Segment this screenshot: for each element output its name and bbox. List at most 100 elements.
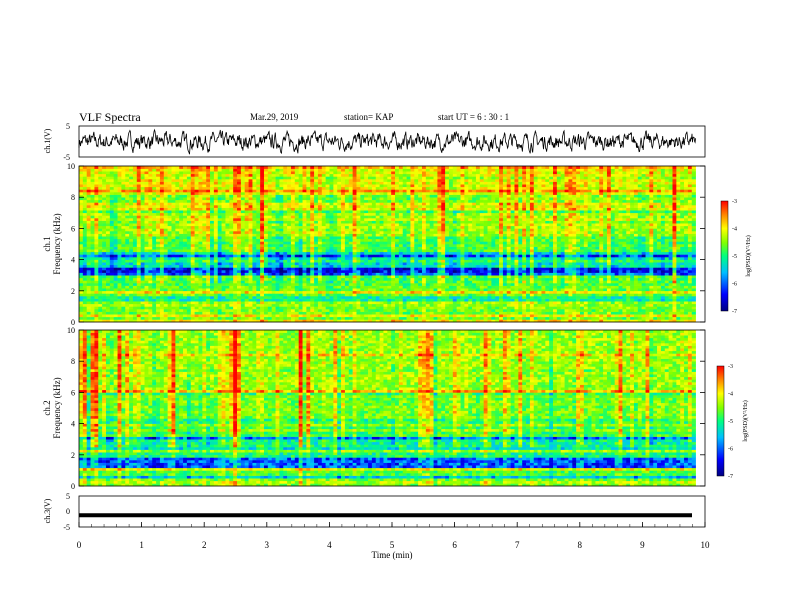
heatmap-cell [645,296,650,299]
heatmap-cell [510,296,515,299]
heatmap-cell [163,314,168,318]
heatmap-cell [325,296,330,299]
heatmap-cell [379,306,384,310]
heatmap-cell [144,259,149,263]
heatmap-cell [649,290,654,294]
heatmap-cell [545,246,550,250]
heatmap-cell [414,314,419,318]
heatmap-cell [156,309,161,312]
heatmap-cell [113,293,118,297]
heatmap-cell [657,296,662,299]
heatmap-cell [337,316,342,320]
heatmap-cell [468,288,473,292]
heatmap-cell [86,290,91,294]
heatmap-cell [229,301,234,305]
heatmap-cell [360,316,365,320]
heatmap-cell [317,241,323,245]
heatmap-cell [132,280,138,284]
heatmap-cell [375,316,380,320]
heatmap-cell [468,241,473,245]
heatmap-cell [626,259,631,263]
heatmap-cell [221,254,226,258]
heatmap-cell [186,316,192,320]
heatmap-cell [237,285,242,289]
heatmap-cell [379,290,384,294]
heatmap-cell [522,272,527,276]
heatmap-cell [564,288,569,292]
heatmap-cell [437,275,442,279]
heatmap-cell [637,290,642,294]
heatmap-cell [229,249,234,253]
heatmap-cell [402,303,407,307]
heatmap-cell [375,298,380,302]
heatmap-cell [468,280,473,284]
heatmap-cell [657,306,662,310]
heatmap-cell [79,241,84,245]
heatmap-cell [553,241,558,245]
heatmap-cell [125,257,130,260]
heatmap-cell [522,290,527,294]
heatmap-cell [533,262,538,266]
heatmap-cell [94,241,99,245]
heatmap-cell [495,241,500,245]
heatmap-cell [526,311,531,315]
heatmap-cell [506,246,511,250]
heatmap-cell [564,267,569,271]
heatmap-cell [271,285,276,289]
heatmap-cell [614,254,619,258]
heatmap-cell [321,316,326,320]
heatmap-cell [518,319,523,323]
heatmap-cell [156,246,161,250]
heatmap-cell [287,257,292,260]
heatmap-cell [680,303,685,307]
heatmap-cell [159,272,165,276]
heatmap-cell [630,244,635,247]
heatmap-cell [125,298,130,302]
heatmap-cell [294,249,299,253]
heatmap-cell [233,272,238,276]
heatmap-cell [375,277,380,281]
heatmap-cell [271,264,276,268]
heatmap-cell [452,290,457,294]
heatmap-cell [491,301,496,305]
heatmap-cell [691,272,696,276]
heatmap-cell [79,301,84,305]
heatmap-cell [337,319,342,323]
heatmap-cell [279,293,284,297]
heatmap-cell [553,249,558,253]
heatmap-cell [452,306,457,310]
heatmap-cell [248,267,253,271]
heatmap-cell [684,285,689,289]
heatmap-cell [321,296,326,299]
heatmap-cell [441,319,446,323]
heatmap-cell [464,319,469,323]
heatmap-cell [383,244,388,247]
heatmap-cell [495,244,500,247]
heatmap-cell [510,309,515,312]
heatmap-cell [302,251,307,255]
heatmap-cell [333,262,338,266]
heatmap-cell [433,244,438,247]
heatmap-cell [395,275,400,279]
heatmap-cell [684,264,689,268]
heatmap-cell [687,267,693,271]
heatmap-cell [109,272,114,276]
heatmap-cell [657,249,662,253]
heatmap-cell [456,288,461,292]
heatmap-cell [421,251,427,255]
heatmap-cell [113,246,118,250]
heatmap-cell [414,241,419,245]
heatmap-cell [152,264,157,268]
heatmap-cell [599,314,604,318]
heatmap-cell [317,262,323,266]
heatmap-cell [633,298,639,302]
heatmap-cell [479,241,484,245]
heatmap-cell [148,257,153,260]
heatmap-cell [429,288,434,292]
heatmap-cell [167,316,172,320]
heatmap-cell [495,275,500,279]
heatmap-cell [82,288,87,292]
heatmap-cell [595,254,600,258]
heatmap-cell [572,288,577,292]
heatmap-cell [148,246,153,250]
